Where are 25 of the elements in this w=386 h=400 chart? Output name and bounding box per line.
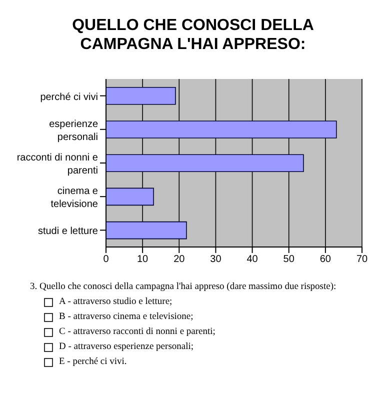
x-tick-label: 20 [174,254,186,266]
y-tick-label: esperienze personali [49,118,98,143]
x-tick-label: 50 [283,254,295,266]
y-tick-label: perché ci vivi [40,92,98,103]
text: E - perché ci vivi. [59,357,127,367]
text: 3. Quello che conosci della campagna l'hai appreso (dare massimo due risposte): [30,282,338,292]
x-tick-label: 10 [137,254,149,266]
y-tick-label: racconti di nonni e parenti [16,152,98,176]
x-tick-label: 30 [210,254,222,266]
bar [106,154,304,172]
text: A - attraverso studio e letture; [59,297,172,307]
bar [106,221,187,240]
bar [106,120,337,138]
x-tick-label: 60 [320,254,332,266]
chart-title: QUELLO CHE CONOSCI DELLA CAMPAGNA L'HAI APPRESO: [71,16,315,55]
x-tick-label: 70 [356,254,368,266]
text: B - attraverso cinema e televisione; [59,312,194,322]
text: C - attraverso racconti di nonni e parenti; [59,327,216,337]
y-tick-label: cinema e televisione [50,186,98,210]
x-tick-label: 0 [103,254,110,266]
y-tick-label: studi e letture [38,226,98,238]
bar [106,188,154,206]
bar [106,87,176,105]
text: D - attraverso esperienze personali; [59,342,194,352]
x-tick-label: 40 [246,254,258,266]
